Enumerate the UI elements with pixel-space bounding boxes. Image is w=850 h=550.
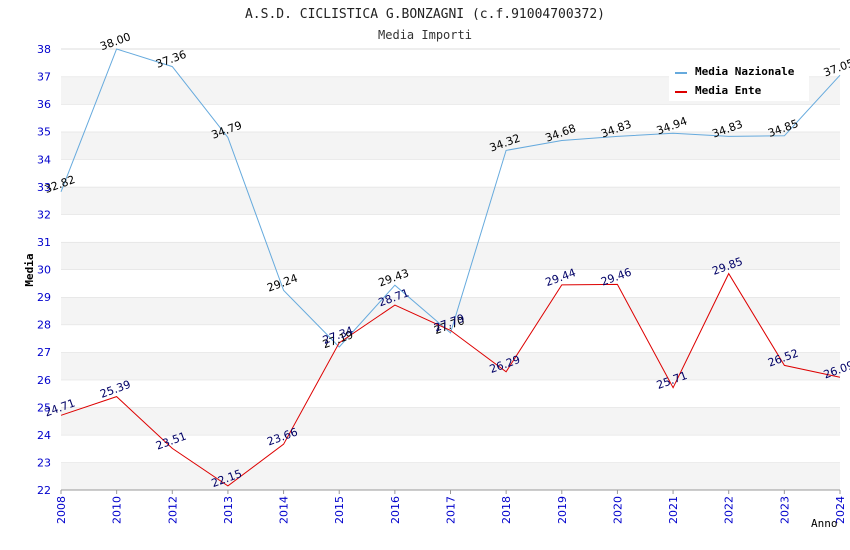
y-tick-label: 30 — [37, 264, 51, 277]
chart-title: A.S.D. CICLISTICA G.BONZAGNI (c.f.910047… — [245, 7, 605, 22]
y-axis-label: Media — [23, 253, 36, 286]
y-tick-label: 33 — [37, 181, 51, 194]
grid-band — [61, 186, 840, 215]
y-tick-label: 25 — [37, 401, 51, 414]
x-tick-label: 2012 — [166, 496, 179, 524]
grid-band — [61, 462, 840, 490]
y-axis-ticks: 22 23 24 25 26 27 28 29 30 31 32 33 34 35 36 37 38 — [37, 43, 51, 497]
x-tick-label: 2020 — [611, 496, 624, 524]
grid-band — [61, 241, 840, 270]
legend: Media Nazionale Media Ente — [669, 59, 809, 101]
y-tick-label: 22 — [37, 484, 51, 497]
grid-band — [61, 434, 840, 463]
y-tick-label: 34 — [37, 153, 51, 166]
series-line-nazionale — [60, 48, 841, 348]
y-tick-label: 36 — [37, 98, 51, 111]
x-tick-label: 2010 — [111, 496, 124, 524]
y-tick-label: 35 — [37, 126, 51, 139]
legend-label-nazionale: Media Nazionale — [695, 65, 795, 78]
x-tick-label: 2024 — [834, 496, 847, 524]
x-tick-label: 2022 — [723, 496, 736, 524]
y-tick-label: 24 — [37, 429, 51, 442]
y-tick-label: 38 — [37, 43, 51, 56]
grid-band — [61, 131, 840, 160]
series-lines — [60, 48, 841, 487]
x-tick-label: 2021 — [667, 496, 680, 524]
y-tick-label: 37 — [37, 71, 51, 84]
y-tick-label: 27 — [37, 346, 51, 359]
series-line-ente — [60, 272, 841, 487]
grid-band — [61, 214, 840, 242]
x-tick-label: 2008 — [55, 496, 68, 524]
y-tick-label: 31 — [37, 236, 51, 249]
x-tick-label: 2019 — [556, 496, 569, 524]
x-tick-label: 2014 — [278, 496, 291, 524]
x-tick-label: 2023 — [778, 496, 791, 524]
grid-band — [61, 159, 840, 187]
x-tick-label: 2015 — [333, 496, 346, 524]
grid-band — [61, 104, 840, 132]
grid-band — [61, 269, 840, 298]
y-tick-label: 29 — [37, 291, 51, 304]
y-tick-label: 28 — [37, 319, 51, 332]
legend-label-ente: Media Ente — [695, 84, 762, 97]
legend-box — [669, 59, 809, 101]
x-tick-label: 2018 — [500, 496, 513, 524]
x-axis-label: Anno — [811, 517, 838, 530]
grid-band — [61, 324, 840, 353]
grid-band — [61, 352, 840, 380]
grid-band — [61, 379, 840, 408]
x-axis-ticks: 2008 2010 2012 2013 2014 2015 2016 2017 2018 2019… — [55, 490, 847, 524]
y-tick-label: 26 — [37, 374, 51, 387]
grid-band — [61, 407, 840, 435]
y-tick-label: 23 — [37, 456, 51, 469]
grid-bands — [61, 48, 840, 490]
y-tick-label: 32 — [37, 208, 51, 221]
chart-subtitle: Media Importi — [378, 28, 472, 42]
x-tick-label: 2017 — [445, 496, 458, 524]
x-tick-label: 2016 — [389, 496, 402, 524]
x-tick-label: 2013 — [222, 496, 235, 524]
